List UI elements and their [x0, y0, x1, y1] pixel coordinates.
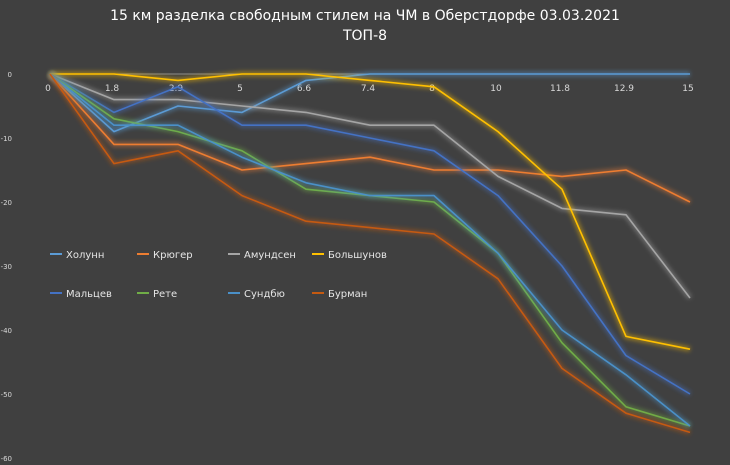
series-2 — [48, 72, 692, 205]
legend-label: Крюгер — [153, 250, 193, 261]
legend-item: Амундсен — [228, 250, 296, 261]
series-3 — [49, 71, 692, 300]
x-tick-label: 11.8 — [550, 84, 570, 94]
y-tick-label: -30 — [1, 263, 12, 271]
x-tick-label: 5 — [237, 84, 243, 94]
series-glow — [48, 71, 692, 397]
legend-label: Холунн — [66, 250, 104, 261]
legend-item: Холунн — [50, 250, 104, 261]
legend-item: Большунов — [312, 250, 387, 261]
series-line — [49, 73, 691, 434]
x-tick-label: 10 — [490, 84, 502, 94]
legend-item: Мальцев — [50, 289, 112, 300]
x-tick-label: 6.6 — [297, 84, 312, 94]
series-5 — [48, 71, 692, 397]
x-tick-label: 12.9 — [614, 84, 634, 94]
x-tick-label: 0 — [45, 84, 51, 94]
legend-label: Сундбю — [244, 289, 285, 300]
legend-label: Амундсен — [244, 250, 296, 261]
chart-title: 15 км разделка свободным стилем на ЧМ в … — [110, 8, 620, 24]
y-tick-label: -20 — [1, 199, 12, 207]
series-line — [49, 73, 691, 427]
series-line — [49, 73, 691, 203]
y-tick-label: -10 — [1, 135, 12, 143]
series-4 — [50, 71, 691, 352]
x-axis: 0 1.8 2.9 5 6.6 7.4 8 10 11.8 12.9 15 — [45, 84, 694, 94]
series-1 — [48, 71, 690, 135]
y-tick-label: 0 — [8, 71, 12, 79]
legend-item: Рете — [137, 289, 177, 300]
series-line — [49, 73, 690, 133]
legend: Холунн Крюгер Амундсен Большунов Мальцев Рете… — [50, 250, 387, 300]
legend-label: Большунов — [328, 250, 387, 261]
y-axis: 0 -10 -20 -30 -40 -50 -60 — [1, 71, 12, 463]
legend-item: Крюгер — [137, 250, 193, 261]
y-tick-label: -40 — [1, 327, 12, 335]
x-tick-label: 1.8 — [105, 84, 120, 94]
series-line — [49, 73, 691, 395]
y-tick-label: -60 — [1, 455, 12, 463]
series-8 — [47, 72, 691, 435]
series-7 — [48, 72, 692, 428]
series-layer — [47, 71, 692, 435]
legend-item: Сундбю — [228, 289, 285, 300]
chart-subtitle: ТОП-8 — [342, 28, 387, 44]
series-line — [49, 73, 691, 299]
legend-label: Рете — [153, 289, 177, 300]
x-tick-label: 7.4 — [361, 84, 376, 94]
legend-item: Бурман — [312, 289, 367, 300]
series-line — [50, 73, 691, 350]
x-tick-label: 15 — [682, 84, 693, 94]
legend-label: Мальцев — [66, 289, 112, 300]
y-tick-label: -50 — [1, 391, 12, 399]
legend-label: Бурман — [328, 289, 367, 300]
